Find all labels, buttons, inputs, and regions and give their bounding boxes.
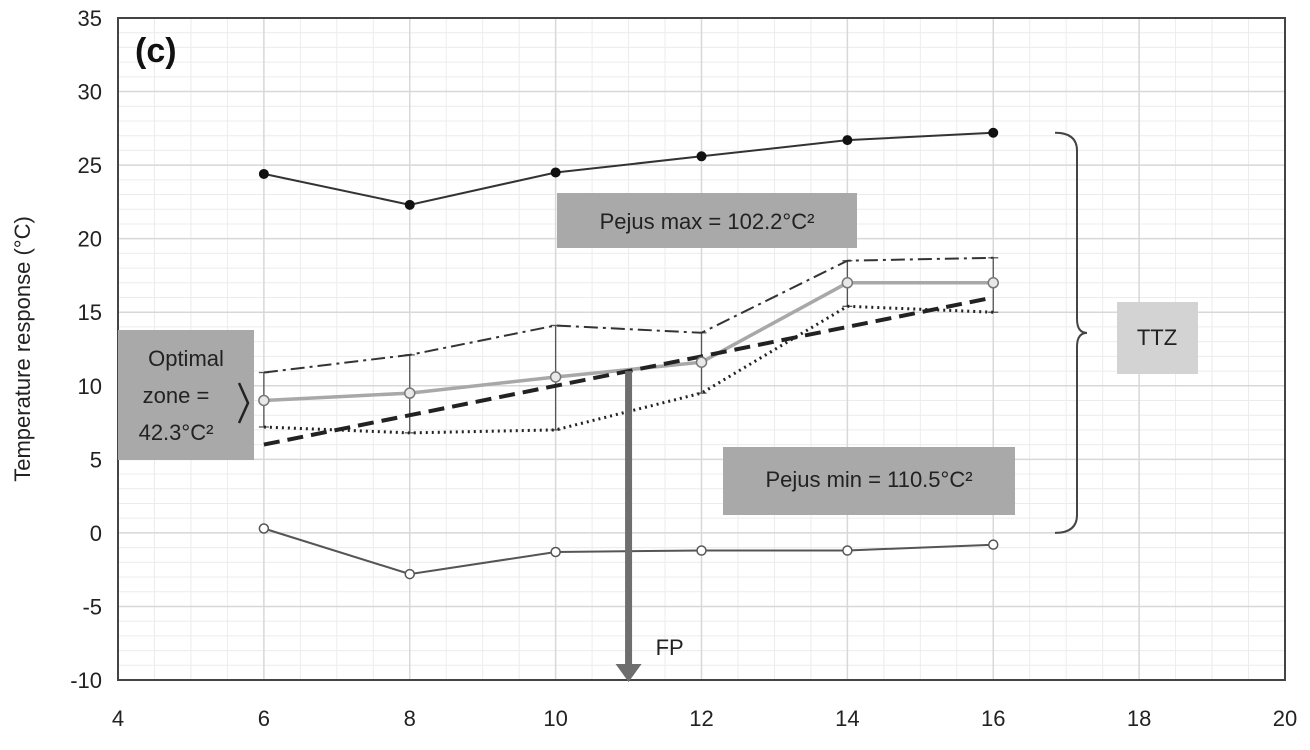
y-tick-label: 20: [78, 227, 102, 252]
panel-label: (c): [135, 32, 177, 70]
ttz-label: TTZ: [1137, 325, 1177, 350]
pejus-max-box: [557, 193, 857, 248]
annotation-layer: Pejus max = 102.2°C² Pejus min = 110.5°C²…: [118, 131, 1198, 682]
x-tick-label: 16: [981, 706, 1005, 731]
pejus-max-label: Pejus max = 102.2°C²: [600, 209, 815, 234]
data-point-ctmin: [696, 545, 707, 556]
x-tick-label: 18: [1127, 706, 1151, 731]
fp-label: FP: [656, 635, 684, 660]
x-tick-label: 4: [112, 706, 124, 731]
series-line-upper: [263, 256, 994, 374]
optimal-zone-label-2: zone =: [143, 383, 210, 408]
y-tick-label: 0: [90, 521, 102, 546]
data-point-mean: [549, 371, 562, 383]
data-point-ctmin: [842, 545, 853, 556]
data-point-mean: [987, 277, 999, 289]
y-tick-label: 10: [78, 374, 102, 399]
optimal-zone-box: [118, 330, 254, 460]
data-point-mean: [404, 387, 416, 399]
pejus-min-box: [723, 447, 1015, 515]
ttz-brace: [1054, 131, 1088, 534]
data-point-ctmax: [842, 135, 853, 146]
optimal-zone-bracket: [237, 382, 250, 424]
data-point-mean: [841, 277, 854, 289]
y-tick-label: 15: [78, 300, 102, 325]
data-point-ctmin: [988, 539, 999, 550]
series-line-ctmax: [263, 131, 994, 206]
data-point-ctmin: [550, 546, 561, 558]
data-point-ctmax: [404, 199, 415, 210]
y-tick-label: -10: [70, 668, 102, 693]
y-tick-label: 25: [78, 153, 102, 178]
data-point-ctmax: [988, 127, 999, 138]
x-tick-label: 6: [258, 706, 270, 731]
pejus-min-label: Pejus min = 110.5°C²: [765, 467, 972, 492]
x-tick-label: 14: [835, 706, 859, 731]
y-tick-label: 30: [78, 80, 102, 105]
x-tick-label: 20: [1273, 706, 1297, 731]
optimal-zone-label-3: 42.3°C²: [139, 420, 214, 445]
data-point-ctmax: [258, 168, 269, 179]
optimal-zone-label-1: Optimal: [148, 346, 224, 371]
data-point-ctmin: [404, 568, 415, 580]
ttz-box: [1117, 302, 1198, 374]
y-axis-label: Temperature response (°C): [10, 216, 35, 482]
x-tick-label: 12: [689, 706, 713, 731]
y-tick-label: 5: [90, 447, 102, 472]
x-tick-label: 8: [404, 706, 416, 731]
data-point-mean: [695, 356, 708, 368]
data-point-mean: [258, 394, 270, 407]
y-tick-label: -5: [82, 594, 102, 619]
data-point-ctmax: [696, 151, 707, 162]
data-point-ctmax: [550, 167, 561, 178]
fp-arrow-head: [615, 664, 642, 682]
data-point-ctmin: [258, 523, 270, 534]
y-tick-label: 35: [78, 6, 102, 31]
x-tick-label: 10: [543, 706, 567, 731]
